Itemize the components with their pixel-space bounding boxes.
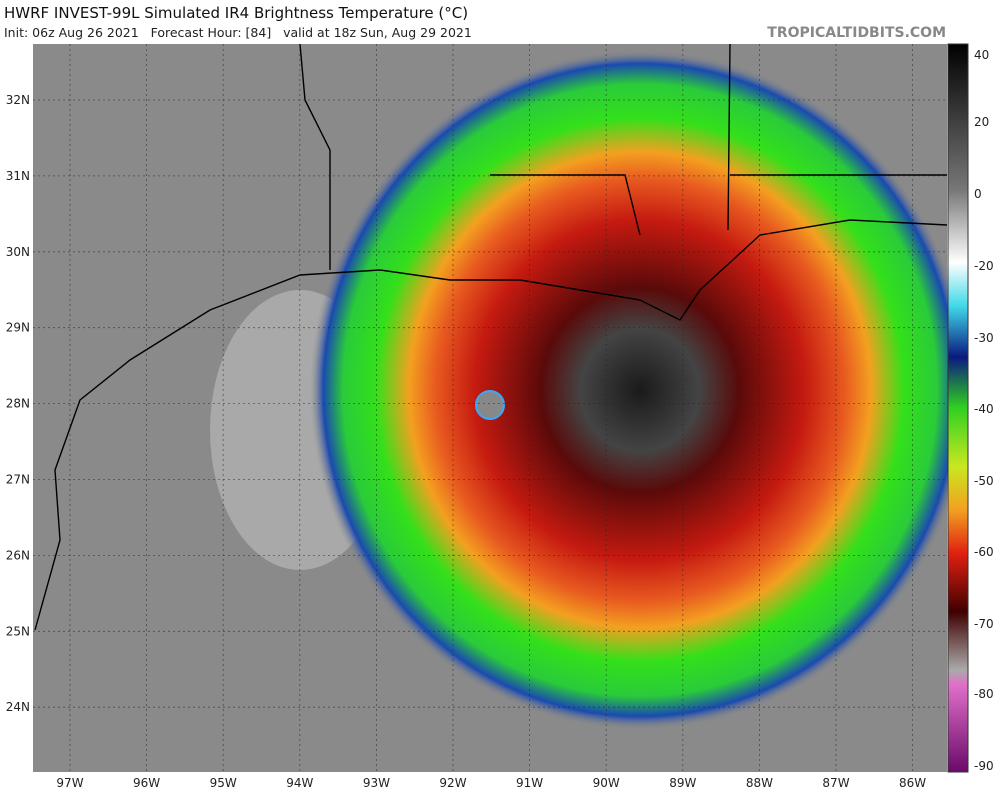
- lon-label: 91W: [516, 776, 543, 790]
- colorbar-label: -60: [974, 545, 994, 559]
- lat-label: 28N: [6, 397, 30, 411]
- lon-label: 95W: [210, 776, 237, 790]
- lon-label: 93W: [363, 776, 390, 790]
- colorbar-label: -70: [974, 617, 994, 631]
- lon-label: 86W: [899, 776, 926, 790]
- border: [490, 174, 641, 236]
- border: [727, 43, 947, 231]
- lon-label: 89W: [669, 776, 696, 790]
- lat-label: 26N: [6, 548, 30, 562]
- lon-label: 92W: [439, 776, 466, 790]
- lat-label: 29N: [6, 321, 30, 335]
- border: [299, 43, 331, 270]
- colorbar-label: -20: [974, 259, 994, 273]
- eye: [475, 390, 505, 420]
- lon-label: 90W: [593, 776, 620, 790]
- lat-label: 32N: [6, 93, 30, 107]
- lon-label: 96W: [133, 776, 160, 790]
- lon-label: 94W: [286, 776, 313, 790]
- lat-label: 24N: [6, 700, 30, 714]
- title: HWRF INVEST-99L Simulated IR4 Brightness…: [4, 4, 468, 22]
- lon-label: 87W: [822, 776, 849, 790]
- lat-label: 30N: [6, 245, 30, 259]
- colorbar-label: -40: [974, 402, 994, 416]
- colorbar-label: -80: [974, 687, 994, 701]
- source: TROPICALTIDBITS.COM: [767, 25, 946, 41]
- map: [33, 43, 970, 772]
- lon-label: 88W: [746, 776, 773, 790]
- colorbar: [947, 43, 969, 773]
- lat-label: 27N: [6, 473, 30, 487]
- colorbar-label: -90: [974, 759, 994, 773]
- lat-label: 31N: [6, 169, 30, 183]
- storm-cloud: [310, 50, 970, 730]
- colorbar-label: 20: [974, 115, 989, 129]
- colorbar-label: 0: [974, 187, 982, 201]
- subtitle: Init: 06z Aug 26 2021 Forecast Hour: [84…: [4, 25, 472, 40]
- lat-label: 25N: [6, 624, 30, 638]
- coastline: [34, 219, 948, 631]
- lon-label: 97W: [56, 776, 83, 790]
- colorbar-label: -30: [974, 331, 994, 345]
- colorbar-label: 40: [974, 48, 989, 62]
- colorbar-label: -50: [974, 474, 994, 488]
